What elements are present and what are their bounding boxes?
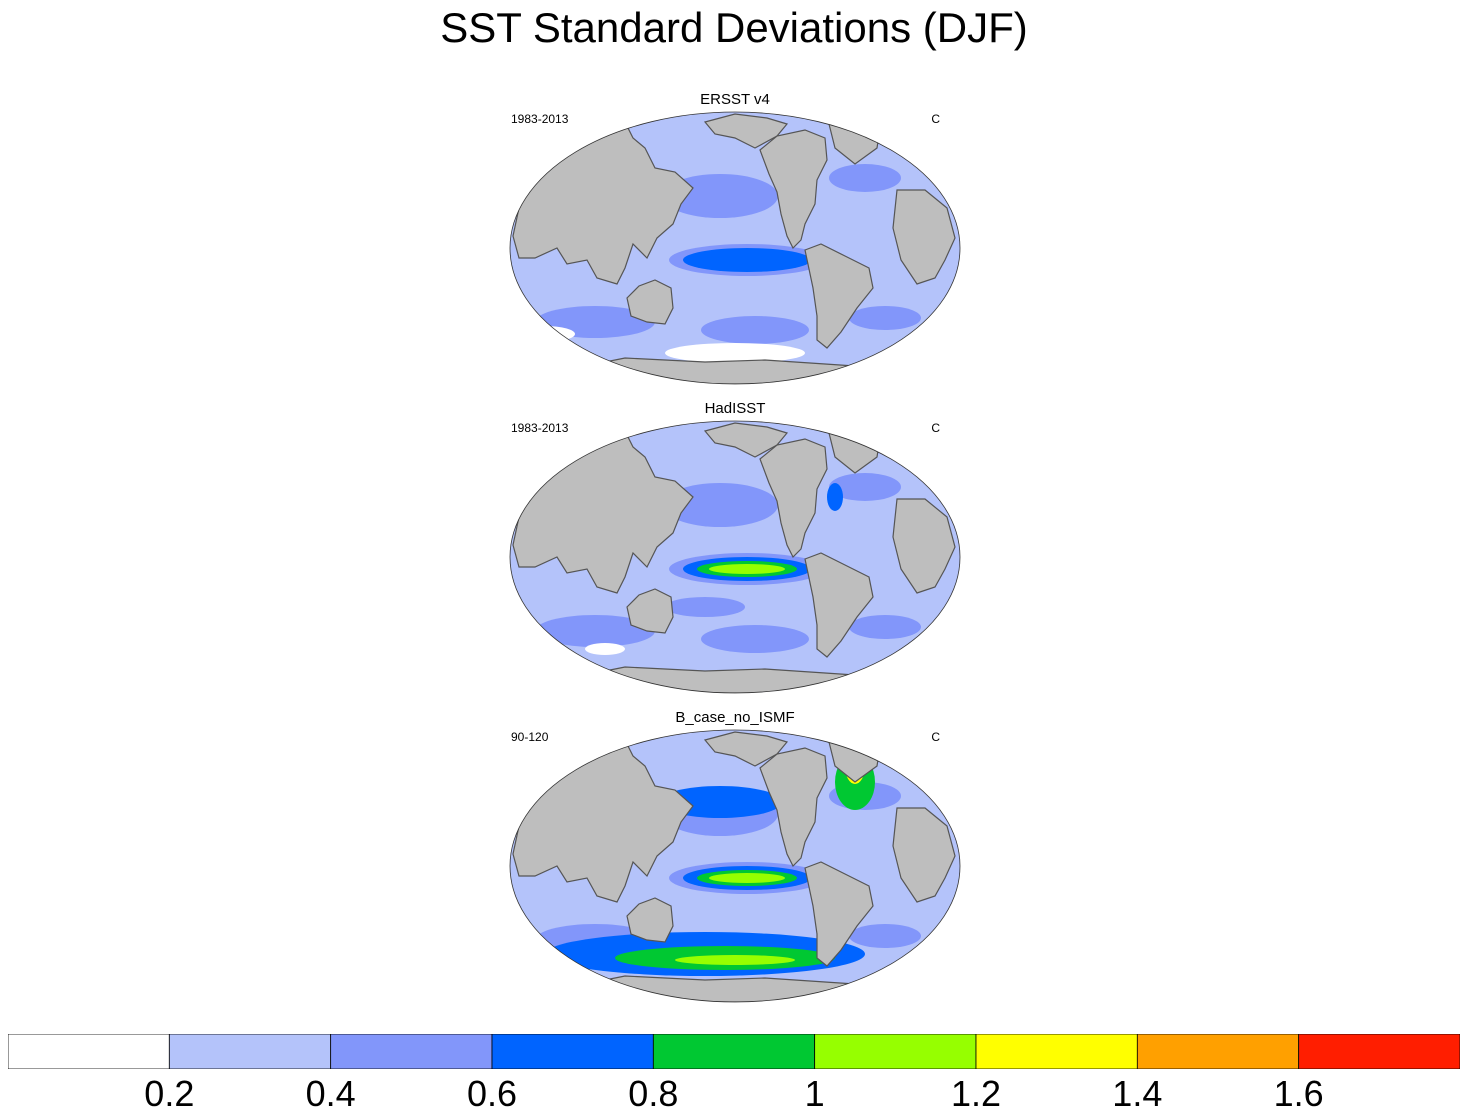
south-pacific-band [665, 597, 745, 617]
colorbar-swatch [652, 1033, 816, 1070]
southern-ocean-band [535, 615, 655, 647]
map-field [510, 421, 960, 693]
colorbar-swatch [1298, 1033, 1461, 1070]
world-map [509, 111, 961, 385]
map-field [510, 730, 960, 1002]
enso-contour [709, 873, 785, 883]
north-pacific-band [662, 174, 778, 218]
colorbar-tick-label: 1.2 [950, 1073, 1002, 1114]
southern-ocean-band [675, 955, 795, 965]
land-mass [759, 747, 828, 868]
enso-contour [683, 248, 811, 272]
gulf-stream-band [827, 483, 843, 511]
panel-title: ERSST v4 [700, 91, 770, 108]
panel-title: HadISST [704, 400, 766, 417]
land-mass [804, 861, 874, 967]
world-map [509, 420, 961, 694]
colorbar-swatch [168, 1033, 332, 1070]
low-variance-region [585, 643, 625, 655]
land-mass [626, 588, 674, 634]
units-label: C [931, 730, 940, 744]
map-panel-model: B_case_no_ISMF 90-120 C [505, 709, 965, 1004]
land-mass [759, 129, 828, 250]
colorbar-tick-label: 0.8 [628, 1073, 679, 1114]
colorbar-tick-label: 1.4 [1112, 1073, 1163, 1114]
map-border [509, 729, 961, 1003]
colorbar-swatch [814, 1033, 977, 1070]
land-mass [626, 897, 674, 943]
units-label: C [931, 421, 940, 435]
enso-contour [709, 564, 785, 574]
panel-title: B_case_no_ISMF [675, 709, 795, 726]
colorbar-tick-label: 0.4 [305, 1073, 356, 1114]
south-atlantic-band [849, 306, 921, 330]
north-atlantic-band [829, 164, 901, 192]
low-variance-region [515, 326, 575, 342]
south-pacific-band [701, 316, 809, 344]
land-mass [804, 243, 874, 349]
map-border [509, 111, 961, 385]
north-pacific-band [662, 483, 778, 527]
map-field [510, 112, 960, 384]
land-mass [892, 807, 956, 903]
colorbar-tick-label: 1.6 [1273, 1073, 1324, 1114]
south-atlantic-band [849, 924, 921, 948]
world-map [509, 729, 961, 1003]
period-label: 1983-2013 [511, 112, 569, 126]
colorbar-tick-label: 1 [804, 1073, 825, 1114]
land-mass [892, 189, 956, 285]
land-mass [626, 279, 674, 325]
colorbar-tick-label: 0.6 [466, 1073, 518, 1114]
colorbar-swatch [7, 1033, 170, 1070]
period-label: 90-120 [511, 730, 549, 744]
map-panel-hadisst: HadISST 1983-2013 C [505, 400, 965, 695]
low-variance-region [665, 343, 805, 363]
units-label: C [931, 112, 940, 126]
colorbar-swatch [975, 1033, 1138, 1070]
colorbar-tick-label: 0.2 [144, 1073, 195, 1114]
colorbar-swatch [1136, 1033, 1300, 1070]
land-mass [804, 552, 874, 658]
land-mass [759, 438, 828, 559]
map-border [509, 420, 961, 694]
figure-title: SST Standard Deviations (DJF) [440, 4, 1028, 51]
south-atlantic-band [849, 615, 921, 639]
map-panel-ersst: ERSST v4 1983-2013 C [505, 91, 965, 386]
south-pacific-band [701, 625, 809, 653]
colorbar [7, 1033, 1461, 1070]
colorbar-swatch [491, 1033, 654, 1070]
colorbar-swatch [330, 1033, 493, 1070]
north-atlantic-band [829, 473, 901, 501]
land-mass [892, 498, 956, 594]
period-label: 1983-2013 [511, 421, 569, 435]
